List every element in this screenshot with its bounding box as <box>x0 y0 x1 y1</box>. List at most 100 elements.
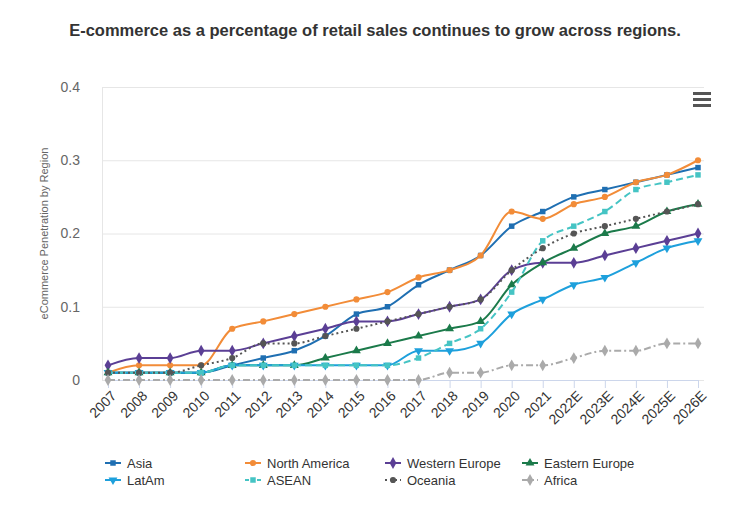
marker <box>478 296 484 302</box>
legend-marker <box>110 460 115 465</box>
marker <box>292 348 297 353</box>
x-tick-mark <box>698 380 699 388</box>
marker <box>571 230 577 236</box>
legend-item[interactable]: ASEAN <box>245 473 311 488</box>
legend-marker <box>109 477 118 485</box>
marker <box>229 363 234 368</box>
series-line <box>108 241 698 373</box>
marker <box>416 355 421 360</box>
y-tick: 0.4 <box>61 79 704 95</box>
marker <box>569 243 578 251</box>
x-tick-label: 2026E <box>669 387 709 427</box>
marker <box>632 242 639 254</box>
marker <box>633 216 639 222</box>
legend-item[interactable]: Western Europe <box>385 456 501 471</box>
marker <box>664 337 671 349</box>
x-tick-label: 2018 <box>428 387 461 420</box>
marker <box>664 172 669 177</box>
marker <box>291 311 297 317</box>
marker <box>538 297 547 305</box>
marker <box>323 333 328 338</box>
series <box>105 165 700 376</box>
marker <box>415 274 421 280</box>
series-line <box>108 168 698 373</box>
x-tick-label: 2011 <box>211 387 244 420</box>
legend-item[interactable]: Oceania <box>385 473 456 488</box>
x-tick-label: 2007 <box>86 387 119 420</box>
marker <box>198 374 205 386</box>
x-tick-label: 2025E <box>638 387 678 427</box>
series-line <box>108 204 698 372</box>
marker <box>569 282 578 290</box>
x-tick: 2010 <box>179 380 212 421</box>
marker <box>509 223 514 228</box>
x-axis: 2007200820092010201120122013201420152016… <box>86 380 709 427</box>
legend-label: LatAm <box>127 473 165 488</box>
marker <box>509 208 515 214</box>
legend-item[interactable]: Eastern Europe <box>522 456 634 471</box>
marker <box>167 374 174 386</box>
x-tick-label: 2016 <box>366 387 399 420</box>
legend-label: Eastern Europe <box>544 456 634 471</box>
y-axis-line <box>103 88 705 381</box>
menu-icon[interactable] <box>693 92 711 107</box>
marker <box>446 301 453 313</box>
marker <box>478 326 483 331</box>
marker <box>633 179 639 185</box>
x-tick-label: 2024E <box>607 387 647 427</box>
marker <box>384 289 390 295</box>
x-tick-label: 2023E <box>576 387 616 427</box>
legend-item[interactable]: North America <box>245 456 350 471</box>
marker <box>476 341 485 349</box>
marker <box>446 367 453 379</box>
chart: E-commerce as a percentage of retail sal… <box>0 0 750 507</box>
series-line <box>108 204 698 372</box>
marker <box>509 289 514 294</box>
marker <box>695 201 701 207</box>
marker <box>508 264 515 276</box>
x-tick-label: 2014 <box>303 387 336 420</box>
marker <box>540 245 546 251</box>
marker <box>600 228 609 236</box>
marker <box>601 345 608 357</box>
marker <box>602 223 608 229</box>
marker <box>631 260 640 268</box>
marker <box>353 374 360 386</box>
grid-line <box>102 307 704 308</box>
marker <box>540 238 545 243</box>
legend-item[interactable]: Africa <box>522 473 578 488</box>
marker <box>229 345 236 357</box>
marker <box>321 353 330 361</box>
marker <box>291 330 298 342</box>
x-tick-label: 2017 <box>397 387 430 420</box>
marker <box>259 363 268 371</box>
menu-bar[interactable] <box>693 104 711 107</box>
menu-bar[interactable] <box>693 98 711 101</box>
legend-label: Western Europe <box>407 456 501 471</box>
x-tick: 2014 <box>303 380 336 421</box>
marker <box>353 326 359 332</box>
menu-bar[interactable] <box>693 92 711 95</box>
legend-marker <box>390 457 397 469</box>
marker <box>353 296 359 302</box>
marker <box>631 221 640 229</box>
marker <box>507 280 516 288</box>
marker <box>447 267 452 272</box>
y-axis: 00.10.20.30.4 <box>61 79 704 388</box>
marker <box>602 194 608 200</box>
legend-item[interactable]: Asia <box>105 456 153 471</box>
marker <box>354 363 359 368</box>
marker <box>571 194 576 199</box>
marker <box>198 362 204 368</box>
marker <box>664 235 671 247</box>
series <box>105 201 701 376</box>
marker <box>446 267 452 273</box>
legend-marker <box>527 474 534 486</box>
marker <box>600 275 609 283</box>
legend-item[interactable]: LatAm <box>105 473 165 488</box>
y-tick-label: 0.1 <box>61 299 81 315</box>
marker <box>478 252 484 258</box>
marker <box>385 304 390 309</box>
marker <box>663 246 672 254</box>
marker <box>415 311 421 317</box>
